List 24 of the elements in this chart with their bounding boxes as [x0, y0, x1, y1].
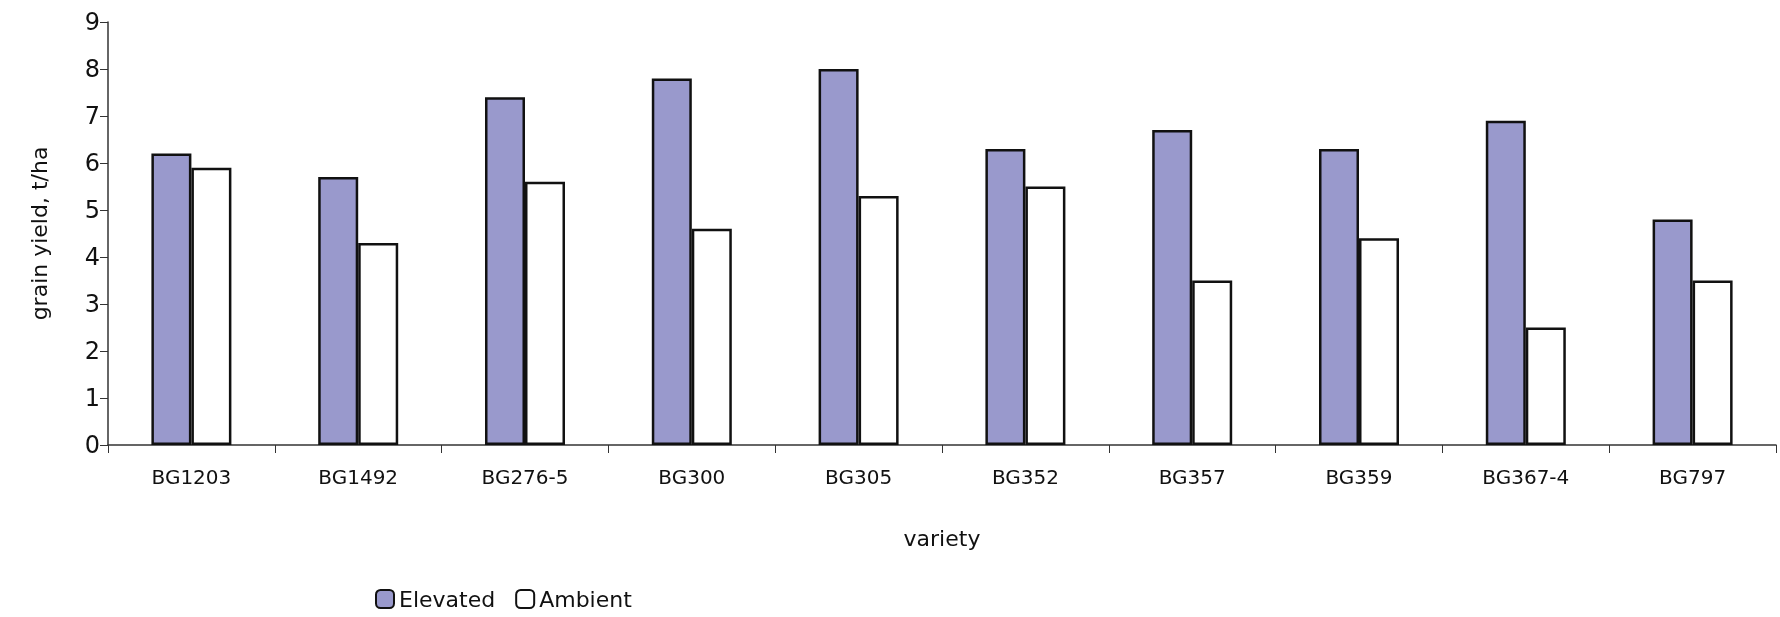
y-tick-label: 5: [84, 196, 100, 224]
x-tick-label: BG1203: [151, 465, 232, 489]
x-tick-label: BG1492: [318, 465, 399, 489]
y-tick-label: 2: [84, 337, 100, 365]
legend-label: Ambient: [539, 586, 633, 612]
x-tick-label: BG367-4: [1482, 465, 1570, 489]
x-tick-label: BG357: [1158, 465, 1226, 489]
x-tick-label: BG276-5: [481, 465, 569, 489]
x-tick-label: BG352: [991, 465, 1059, 489]
y-tick-label: 4: [84, 243, 100, 271]
x-tick-label: BG359: [1325, 465, 1393, 489]
x-tick-label: BG300: [658, 465, 726, 489]
y-tick-label: 8: [84, 55, 100, 83]
x-axis-title: variety: [903, 525, 981, 551]
x-tick-label: BG797: [1659, 465, 1727, 489]
y-tick-label: 0: [84, 431, 100, 459]
y-tick-label: 7: [84, 102, 100, 130]
legend-label: Elevated: [399, 586, 496, 612]
y-tick-label: 1: [84, 384, 100, 412]
y-tick-label: 3: [84, 290, 100, 318]
y-tick-label: 6: [84, 149, 100, 177]
y-axis-title: grain yield, t/ha: [26, 146, 52, 321]
y-tick-label: 9: [84, 8, 100, 36]
x-tick-label: BG305: [825, 465, 893, 489]
